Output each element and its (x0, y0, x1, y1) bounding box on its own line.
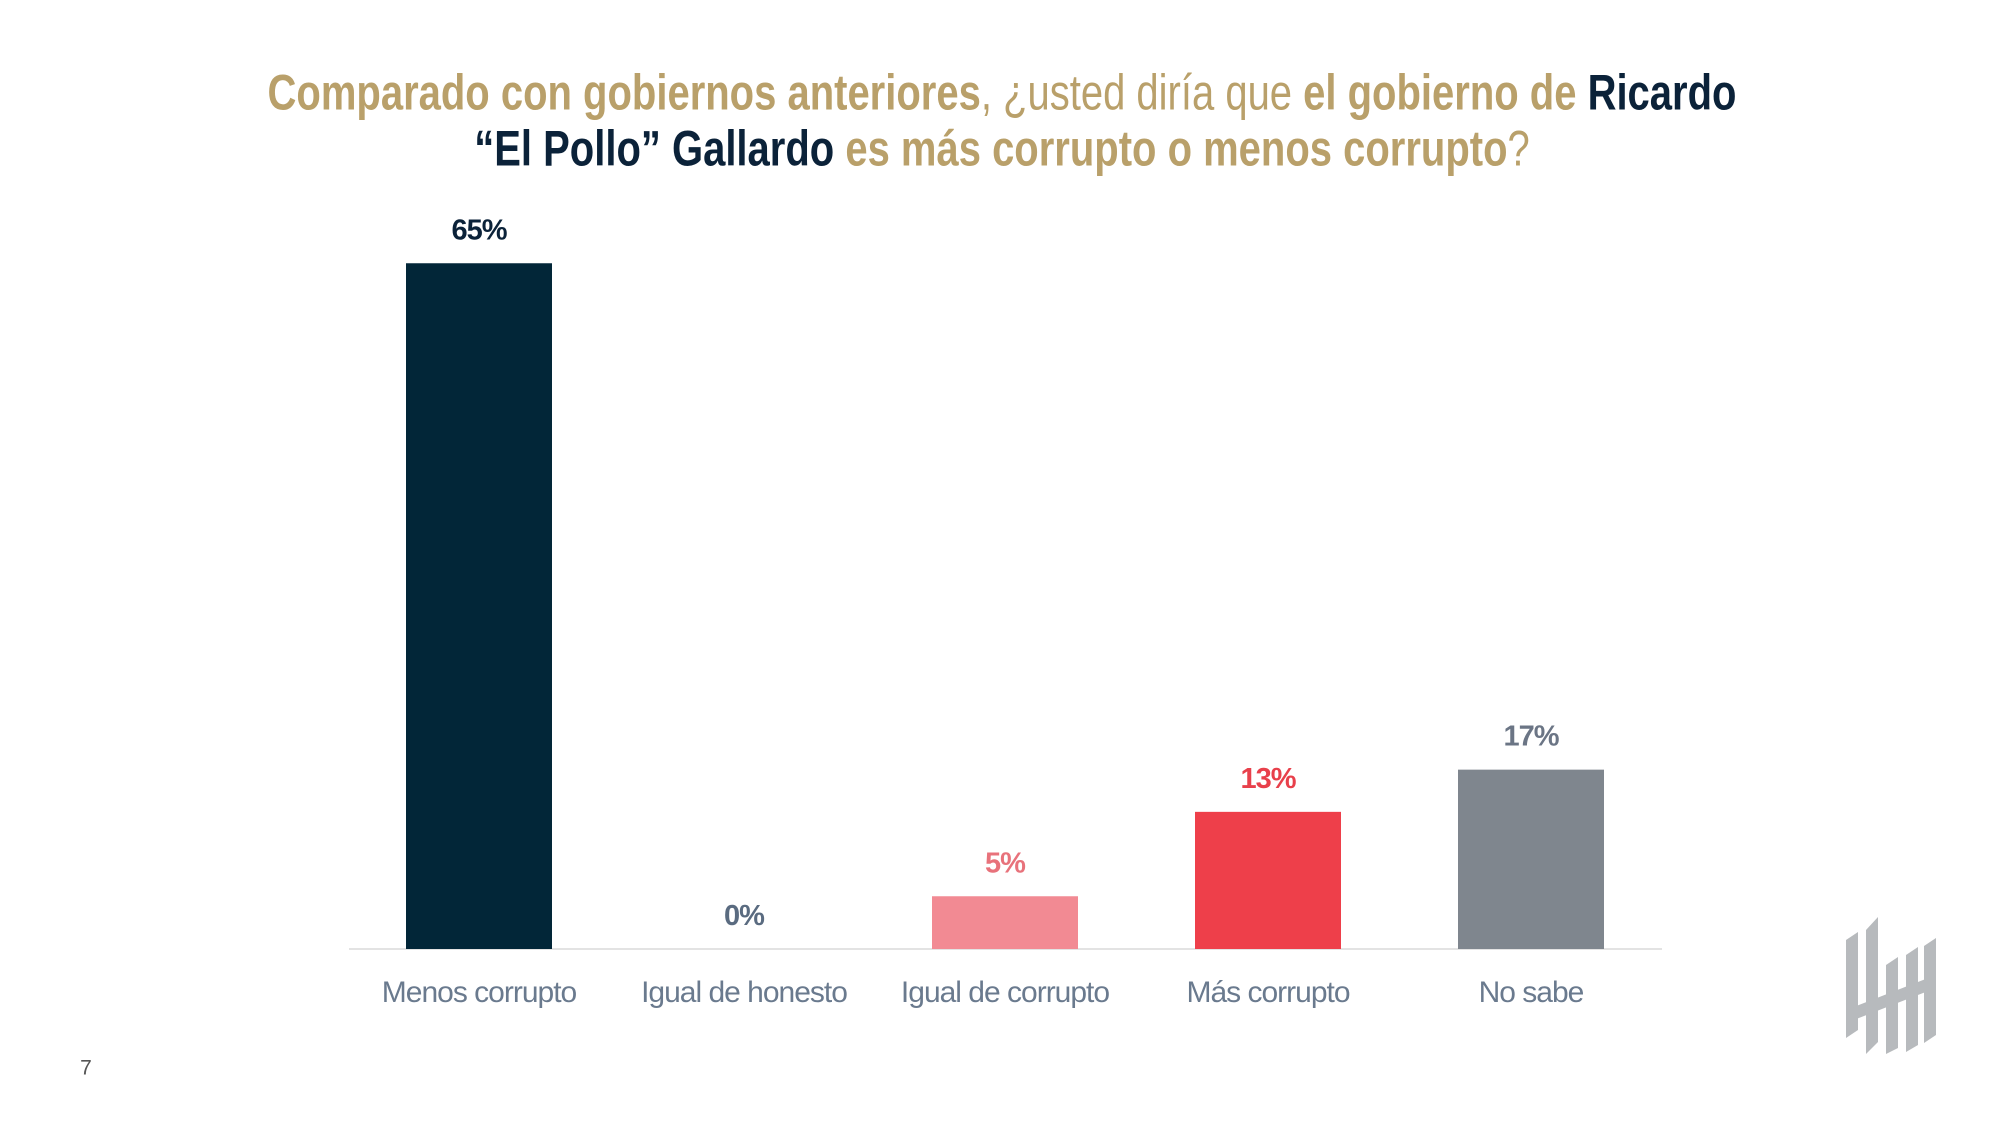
page-number: 7 (80, 1057, 92, 1080)
x-tick-label: Igual de honesto (641, 976, 847, 1009)
value-label: 0% (724, 900, 765, 932)
bar (1458, 769, 1604, 949)
chart-title-line: “El Pollo” Gallardo es más corrupto o me… (474, 120, 1530, 176)
title-segment: es más corrupto o menos corrupto (834, 120, 1507, 176)
x-tick-label: Menos corrupto (382, 976, 577, 1009)
value-label: 65% (451, 214, 507, 246)
bar (406, 263, 552, 949)
x-tick-label: Más corrupto (1186, 976, 1349, 1009)
value-label: 17% (1503, 721, 1559, 753)
title-segment: “El Pollo” Gallardo (474, 120, 834, 176)
title-segment: , ¿usted diría que (981, 64, 1303, 120)
title-segment: Ricardo (1588, 64, 1737, 120)
value-label: 13% (1240, 763, 1296, 795)
chart-title-line: Comparado con gobiernos anteriores, ¿ust… (268, 64, 1737, 120)
logo (1846, 917, 1936, 1054)
x-tick-label: Igual de corrupto (901, 976, 1109, 1009)
title-segment: Comparado con gobiernos anteriores (268, 64, 981, 120)
bar (1195, 811, 1341, 949)
title-segment: el gobierno de (1303, 64, 1587, 120)
bar (932, 896, 1078, 949)
x-tick-label: No sabe (1479, 976, 1584, 1009)
title-segment: ? (1508, 120, 1530, 176)
value-label: 5% (985, 847, 1026, 879)
